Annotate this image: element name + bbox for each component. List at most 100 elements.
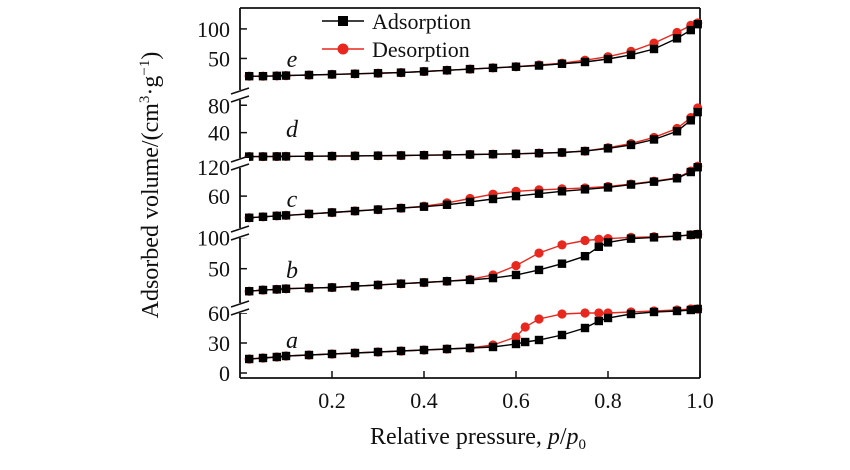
data-point [693, 304, 702, 314]
data-point [350, 282, 360, 291]
legend-adsorption-label: Adsorption [372, 9, 471, 34]
data-point [258, 212, 268, 222]
data-point [373, 69, 383, 78]
data-point [649, 135, 659, 144]
data-point [272, 152, 281, 161]
curve-label-b: b [286, 258, 298, 284]
data-point [465, 343, 475, 353]
data-point [281, 284, 291, 293]
data-point [534, 61, 544, 70]
data-point [649, 44, 659, 54]
data-point [281, 211, 291, 220]
data-point [557, 240, 567, 250]
series-adsorption-e [245, 19, 702, 81]
axis-break-gap [231, 90, 249, 100]
axis-layer: 0.2 0.4 0.6 0.8 1.0 [230, 87, 714, 413]
data-point [272, 71, 281, 81]
data-point [603, 238, 613, 247]
data-point [258, 285, 268, 295]
data-point [557, 309, 567, 319]
x-tick-label: 0.6 [502, 388, 530, 413]
axis-break-mark [230, 300, 250, 316]
data-point [672, 127, 682, 136]
data-point [488, 63, 498, 73]
data-point [488, 342, 498, 352]
data-point [245, 287, 254, 296]
x-axis-label-p: p [546, 424, 560, 450]
y-tick-label: 100 [197, 225, 230, 250]
data-point [580, 146, 590, 156]
legend-adsorption-marker [338, 16, 348, 26]
axis-break-gap [231, 303, 249, 313]
data-point [396, 151, 406, 160]
data-point [672, 231, 682, 241]
data-point [649, 233, 659, 242]
data-point [272, 352, 281, 362]
axis-break-gap [231, 228, 249, 238]
data-point [245, 152, 254, 161]
series-adsorption-b [245, 230, 702, 296]
y-tick-label: 0 [219, 361, 230, 386]
y-tick-label: 40 [208, 121, 230, 146]
y-axis-label-sup3: 3 [137, 96, 153, 104]
data-point [693, 230, 702, 239]
y-tick-label: 30 [208, 331, 230, 356]
data-point [373, 347, 383, 357]
data-point [580, 308, 590, 318]
data-point [686, 25, 695, 35]
data-point [281, 71, 291, 80]
data-point [327, 349, 337, 359]
data-point [327, 208, 337, 217]
y-tick-label: 120 [197, 155, 230, 180]
series-adsorption-d [245, 107, 702, 161]
data-point [511, 270, 521, 280]
data-point [488, 149, 498, 159]
axis-break-mark [230, 87, 250, 103]
y-tick-label: 80 [208, 93, 230, 118]
data-point [580, 251, 590, 261]
series-line [249, 107, 699, 158]
data-point [304, 70, 314, 80]
data-point [327, 151, 337, 161]
data-point [488, 194, 498, 204]
data-point [511, 260, 521, 271]
data-point [603, 54, 613, 64]
data-point [373, 205, 383, 214]
data-point [281, 351, 291, 361]
data-point [304, 283, 314, 293]
data-point [626, 50, 636, 60]
panels-layer: 0 30 60 a 50 100 b 60 120 c 40 80 d 50 100 e [197, 17, 703, 386]
x-tick-label: 0.8 [594, 388, 622, 413]
y-tick-label: 60 [208, 301, 230, 326]
data-point [594, 242, 603, 251]
data-point [686, 116, 695, 125]
data-point [511, 332, 521, 342]
series-adsorption-a [245, 304, 702, 364]
curve-label-e: e [287, 47, 298, 73]
axis-break-mark [230, 155, 250, 171]
data-point [281, 152, 291, 161]
x-axis-label-text: Relative pressure, [370, 424, 548, 450]
x-tick-label: 0.2 [318, 388, 346, 413]
data-point [245, 354, 254, 364]
data-point [580, 57, 590, 67]
data-point [693, 107, 702, 117]
curve-label-c: c [287, 187, 298, 213]
data-point [603, 144, 613, 153]
data-point [304, 209, 314, 219]
data-point [396, 203, 406, 213]
panel-e: 50 100 e [197, 17, 703, 81]
data-point [626, 309, 636, 319]
data-point [603, 313, 613, 323]
data-point [465, 64, 475, 74]
data-point [534, 335, 544, 345]
data-point [693, 19, 702, 29]
panel-b: 50 100 b [197, 225, 703, 296]
data-point [521, 337, 530, 347]
data-point [442, 200, 452, 209]
data-point [442, 150, 452, 160]
data-point [672, 174, 682, 183]
data-point [327, 70, 337, 79]
data-point [686, 230, 695, 240]
data-point [511, 191, 521, 201]
